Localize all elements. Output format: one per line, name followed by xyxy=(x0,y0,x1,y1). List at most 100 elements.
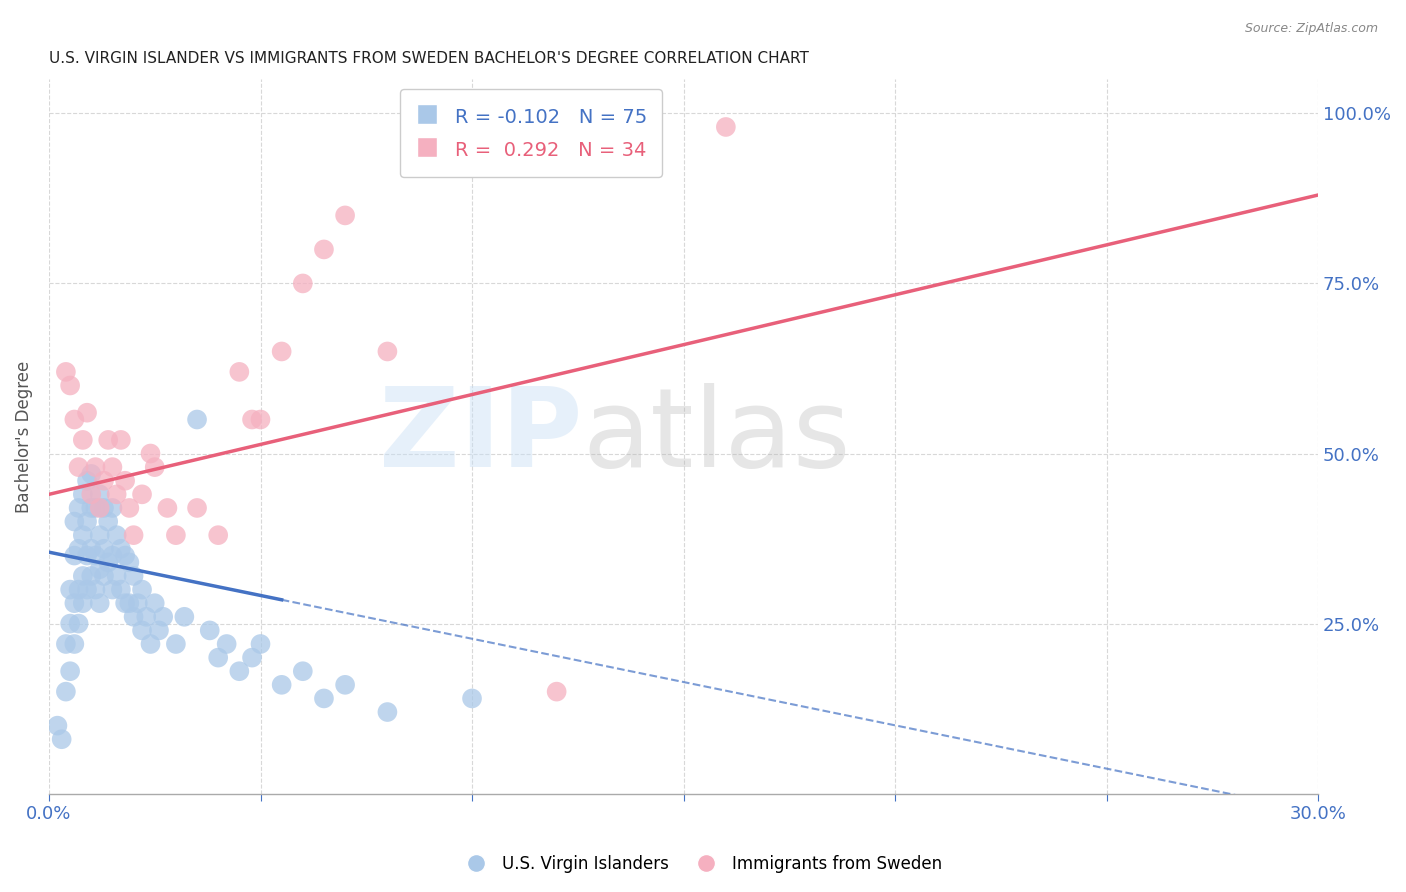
Text: ZIP: ZIP xyxy=(378,383,582,490)
Point xyxy=(80,467,103,481)
Point xyxy=(110,433,132,447)
Point xyxy=(55,637,77,651)
Point xyxy=(80,487,103,501)
Text: U.S. VIRGIN ISLANDER VS IMMIGRANTS FROM SWEDEN BACHELOR'S DEGREE CORRELATION CHA: U.S. VIRGIN ISLANDER VS IMMIGRANTS FROM … xyxy=(49,51,808,66)
Point xyxy=(72,596,94,610)
Point xyxy=(110,582,132,597)
Point xyxy=(97,515,120,529)
Point xyxy=(105,487,128,501)
Point xyxy=(228,365,250,379)
Legend: R = -0.102   N = 75, R =  0.292   N = 34: R = -0.102 N = 75, R = 0.292 N = 34 xyxy=(401,89,662,178)
Point xyxy=(84,582,107,597)
Point xyxy=(67,582,90,597)
Point xyxy=(165,528,187,542)
Point xyxy=(59,582,82,597)
Point xyxy=(101,500,124,515)
Point xyxy=(291,277,314,291)
Point xyxy=(67,500,90,515)
Point xyxy=(80,569,103,583)
Point xyxy=(148,624,170,638)
Point xyxy=(93,500,115,515)
Point xyxy=(207,650,229,665)
Point xyxy=(72,487,94,501)
Point xyxy=(63,596,86,610)
Point xyxy=(55,684,77,698)
Point xyxy=(55,365,77,379)
Point xyxy=(67,460,90,475)
Point xyxy=(93,569,115,583)
Point xyxy=(97,433,120,447)
Point xyxy=(46,719,69,733)
Point xyxy=(63,412,86,426)
Text: Source: ZipAtlas.com: Source: ZipAtlas.com xyxy=(1244,22,1378,36)
Point xyxy=(207,528,229,542)
Point xyxy=(215,637,238,651)
Point xyxy=(72,433,94,447)
Point xyxy=(135,609,157,624)
Point xyxy=(80,500,103,515)
Point xyxy=(97,555,120,569)
Point xyxy=(131,582,153,597)
Point xyxy=(67,616,90,631)
Point xyxy=(312,243,335,257)
Point xyxy=(152,609,174,624)
Point xyxy=(139,446,162,460)
Point xyxy=(105,569,128,583)
Point xyxy=(67,541,90,556)
Point xyxy=(76,582,98,597)
Point xyxy=(93,541,115,556)
Point xyxy=(51,732,73,747)
Point xyxy=(186,500,208,515)
Point xyxy=(312,691,335,706)
Point xyxy=(118,596,141,610)
Point xyxy=(59,616,82,631)
Point xyxy=(101,460,124,475)
Point xyxy=(131,487,153,501)
Point xyxy=(114,474,136,488)
Point xyxy=(101,582,124,597)
Point xyxy=(118,555,141,569)
Point xyxy=(105,528,128,542)
Point xyxy=(122,528,145,542)
Point xyxy=(333,678,356,692)
Point xyxy=(546,684,568,698)
Point xyxy=(139,637,162,651)
Point xyxy=(333,208,356,222)
Point xyxy=(122,609,145,624)
Point xyxy=(377,705,399,719)
Point xyxy=(72,569,94,583)
Point xyxy=(76,406,98,420)
Point xyxy=(173,609,195,624)
Point xyxy=(114,596,136,610)
Point xyxy=(80,541,103,556)
Point xyxy=(89,500,111,515)
Point xyxy=(186,412,208,426)
Point xyxy=(270,678,292,692)
Point xyxy=(377,344,399,359)
Point xyxy=(89,562,111,576)
Point xyxy=(76,549,98,563)
Point xyxy=(461,691,484,706)
Point xyxy=(93,474,115,488)
Point xyxy=(63,515,86,529)
Point xyxy=(63,549,86,563)
Legend: U.S. Virgin Islanders, Immigrants from Sweden: U.S. Virgin Islanders, Immigrants from S… xyxy=(457,848,949,880)
Point xyxy=(240,412,263,426)
Point xyxy=(165,637,187,651)
Point xyxy=(228,664,250,678)
Point xyxy=(101,549,124,563)
Point xyxy=(84,549,107,563)
Point xyxy=(249,412,271,426)
Point xyxy=(76,515,98,529)
Point xyxy=(143,596,166,610)
Point xyxy=(249,637,271,651)
Point xyxy=(110,541,132,556)
Point xyxy=(143,460,166,475)
Point xyxy=(131,624,153,638)
Point xyxy=(156,500,179,515)
Point xyxy=(84,500,107,515)
Point xyxy=(89,487,111,501)
Point xyxy=(114,549,136,563)
Y-axis label: Bachelor's Degree: Bachelor's Degree xyxy=(15,360,32,513)
Point xyxy=(198,624,221,638)
